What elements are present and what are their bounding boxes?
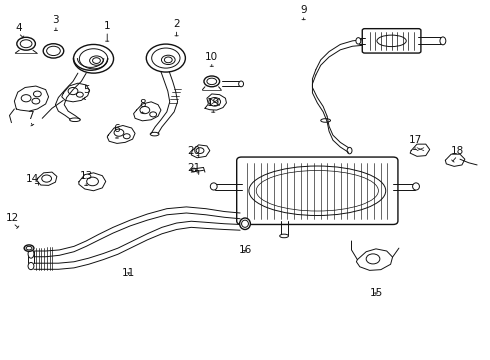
- Ellipse shape: [28, 249, 34, 258]
- Text: 18: 18: [451, 145, 464, 156]
- Ellipse shape: [280, 234, 289, 238]
- Ellipse shape: [28, 262, 34, 270]
- Text: 13: 13: [79, 171, 93, 181]
- Text: 11: 11: [122, 267, 135, 278]
- Ellipse shape: [204, 76, 220, 87]
- Text: 7: 7: [26, 111, 33, 121]
- Text: 6: 6: [114, 124, 121, 134]
- Ellipse shape: [413, 183, 419, 190]
- Ellipse shape: [239, 81, 244, 87]
- Ellipse shape: [356, 38, 361, 44]
- Text: 2: 2: [173, 19, 180, 30]
- Text: 4: 4: [15, 23, 22, 33]
- Text: 14: 14: [26, 174, 39, 184]
- Text: 1: 1: [104, 21, 111, 31]
- Text: 12: 12: [6, 213, 20, 223]
- Text: 17: 17: [408, 135, 422, 145]
- Ellipse shape: [210, 183, 217, 190]
- Text: 15: 15: [369, 288, 383, 298]
- Text: 3: 3: [52, 15, 59, 25]
- FancyBboxPatch shape: [237, 157, 398, 225]
- FancyBboxPatch shape: [362, 29, 421, 53]
- Ellipse shape: [74, 44, 114, 73]
- Ellipse shape: [17, 37, 35, 50]
- Text: 16: 16: [238, 245, 252, 255]
- Text: 9: 9: [300, 5, 307, 15]
- Ellipse shape: [147, 44, 185, 72]
- Text: 19: 19: [207, 98, 220, 108]
- Text: 8: 8: [139, 99, 146, 109]
- Ellipse shape: [43, 44, 64, 58]
- Text: 20: 20: [188, 145, 201, 156]
- Text: 5: 5: [83, 85, 90, 95]
- Text: 21: 21: [188, 163, 201, 173]
- Ellipse shape: [24, 245, 34, 251]
- Ellipse shape: [240, 218, 250, 229]
- Ellipse shape: [440, 37, 446, 45]
- Text: 10: 10: [205, 51, 219, 62]
